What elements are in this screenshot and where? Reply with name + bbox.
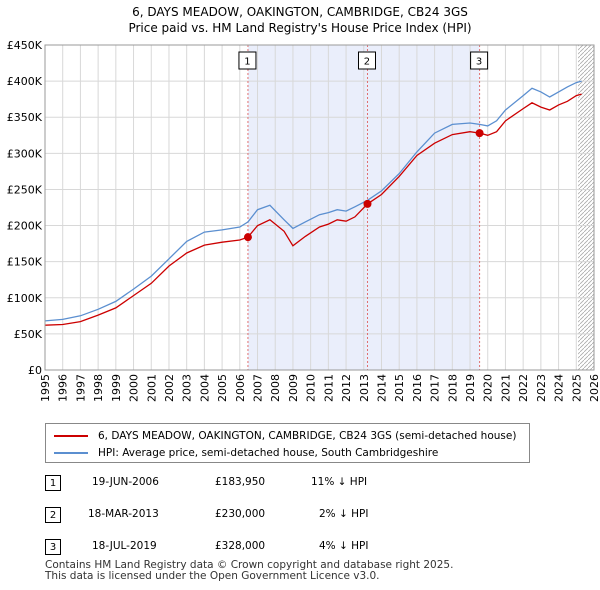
legend-swatch-hpi (54, 452, 88, 454)
transaction-row: 1 19-JUN-2006 £183,950 11% ↓ HPI (45, 475, 445, 495)
x-tick-label: 2012 (340, 374, 353, 402)
transaction-number-badge: 3 (45, 539, 61, 555)
sale-marker-label: 1 (244, 57, 250, 68)
sale-marker-label: 2 (364, 57, 370, 68)
x-tick-label: 2024 (553, 374, 566, 402)
x-tick-label: 1997 (74, 374, 87, 402)
x-tick-label: 2016 (411, 374, 424, 402)
x-tick-label: 2013 (358, 374, 371, 402)
footer-copyright: Contains HM Land Registry data © Crown c… (45, 559, 454, 571)
x-tick-label: 2008 (269, 374, 282, 402)
x-tick-label: 2011 (322, 374, 335, 402)
transaction-number-badge: 2 (45, 507, 61, 523)
y-tick-label: £400K (7, 75, 43, 88)
x-tick-label: 2018 (446, 374, 459, 402)
sale-point (363, 199, 372, 208)
x-tick-label: 2004 (198, 374, 211, 402)
transaction-number-badge: 1 (45, 475, 61, 491)
sale-marker-box (470, 51, 489, 70)
legend-swatch-property (54, 435, 88, 437)
x-tick-label: 2006 (234, 374, 247, 402)
y-tick-label: £350K (7, 111, 43, 124)
footer: Contains HM Land Registry data © Crown c… (45, 560, 453, 582)
transaction-date: 18-JUL-2019 (92, 540, 157, 552)
transaction-price: £328,000 (215, 540, 266, 552)
transaction-hpi-diff: 4% ↓ HPI (319, 540, 369, 552)
x-tick-label: 2022 (517, 374, 530, 402)
plot-border (44, 44, 595, 371)
sale-point (243, 233, 252, 242)
x-tick-label: 2001 (145, 374, 158, 402)
series-line (44, 80, 582, 322)
sale-marker-label: 3 (476, 57, 482, 68)
transaction-row: 3 18-JUL-2019 £328,000 4% ↓ HPI (45, 539, 445, 559)
ownership-period-band (367, 45, 480, 370)
price-chart: £0 £50K £100K £150K £200K £250K £300K £350K £400… (7, 39, 600, 402)
legend-item-hpi: HPI: Average price, semi-detached house,… (54, 445, 438, 461)
x-tick-label: 1995 (39, 374, 52, 402)
y-tick-label: £0 (28, 364, 42, 377)
series-line (44, 93, 582, 326)
footer-license: This data is licensed under the Open Gov… (45, 570, 380, 582)
y-tick-label: £200K (7, 220, 43, 233)
x-tick-label: 1998 (92, 374, 105, 402)
x-tick-label: 2019 (464, 374, 477, 402)
x-tick-label: 2014 (375, 374, 388, 402)
y-tick-label: £450K (7, 39, 43, 52)
legend-item-property: 6, DAYS MEADOW, OAKINGTON, CAMBRIDGE, CB… (54, 428, 516, 444)
future-hatched-area (578, 45, 594, 370)
x-tick-label: 2015 (393, 374, 406, 402)
transaction-price: £230,000 (215, 508, 266, 520)
y-tick-label: £100K (7, 292, 43, 305)
legend-label-hpi: HPI: Average price, semi-detached house,… (98, 447, 439, 459)
x-tick-label: 2017 (429, 374, 442, 402)
x-tick-label: 2021 (499, 374, 512, 402)
x-tick-label: 2007 (252, 374, 265, 402)
y-tick-label: £150K (7, 256, 43, 269)
x-tick-label: 2003 (181, 374, 194, 402)
x-tick-label: 2002 (163, 374, 176, 402)
x-tick-label: 2023 (535, 374, 548, 402)
sale-marker-box (238, 51, 257, 70)
y-tick-label: £50K (14, 328, 43, 341)
transaction-date: 19-JUN-2006 (92, 476, 159, 488)
x-tick-label: 2020 (482, 374, 495, 402)
transaction-hpi-diff: 2% ↓ HPI (319, 508, 369, 520)
transaction-row: 2 18-MAR-2013 £230,000 2% ↓ HPI (45, 507, 445, 527)
chart-title: 6, DAYS MEADOW, OAKINGTON, CAMBRIDGE, CB… (132, 5, 468, 19)
transaction-hpi-diff: 11% ↓ HPI (311, 476, 368, 488)
x-tick-label: 2025 (570, 374, 583, 402)
transaction-date: 18-MAR-2013 (88, 508, 159, 520)
x-tick-label: 1996 (57, 374, 70, 402)
x-tick-label: 2026 (588, 374, 600, 402)
sale-marker-box (357, 51, 376, 70)
legend-label-property: 6, DAYS MEADOW, OAKINGTON, CAMBRIDGE, CB… (98, 430, 517, 442)
transaction-price: £183,950 (215, 476, 266, 488)
x-tick-label: 2010 (305, 374, 318, 402)
y-tick-label: £250K (7, 183, 43, 196)
chart-legend: 6, DAYS MEADOW, OAKINGTON, CAMBRIDGE, CB… (45, 423, 530, 463)
x-tick-label: 2000 (128, 374, 141, 402)
chart-subtitle: Price paid vs. HM Land Registry's House … (128, 21, 472, 35)
y-tick-label: £300K (7, 147, 43, 160)
ownership-period-band (247, 45, 368, 370)
sale-point (475, 129, 484, 138)
x-tick-label: 1999 (110, 374, 123, 402)
x-tick-label: 2005 (216, 374, 229, 402)
x-tick-label: 2009 (287, 374, 300, 402)
